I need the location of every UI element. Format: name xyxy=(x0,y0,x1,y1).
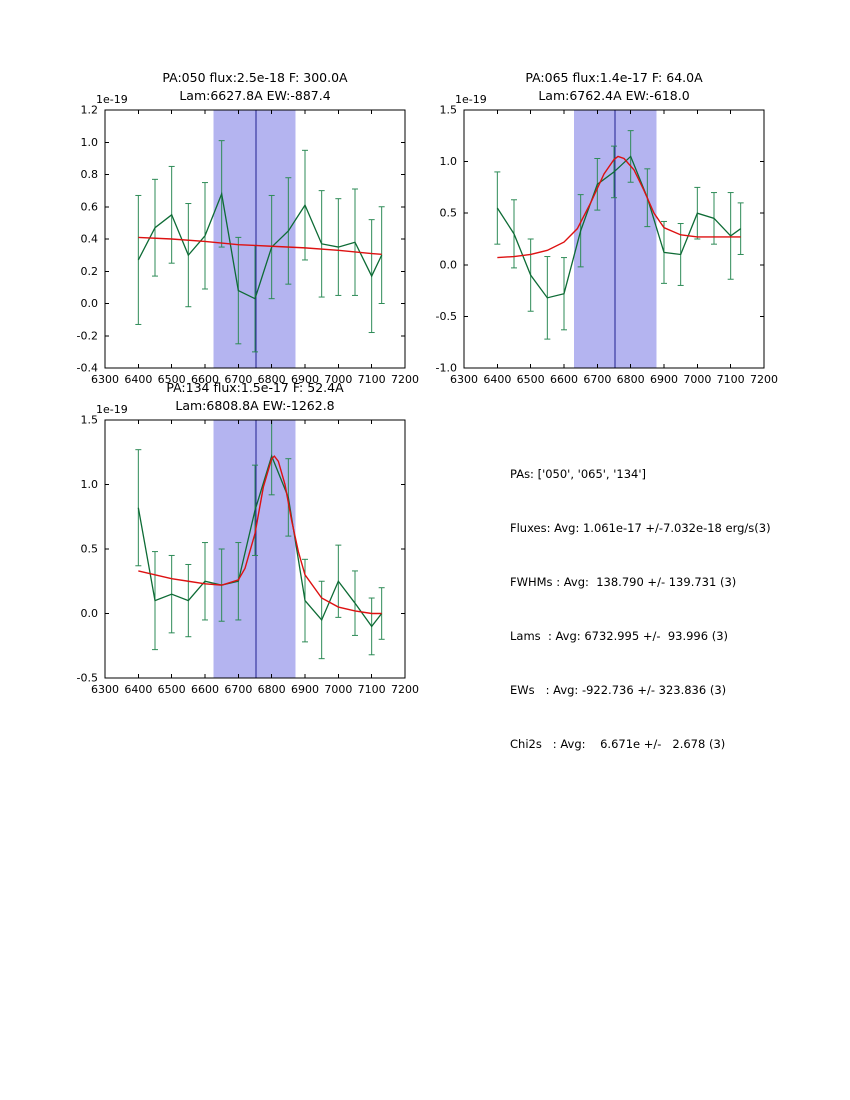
gaussian-fit-line xyxy=(138,236,382,256)
x-tick-label: 6600 xyxy=(191,373,219,386)
x-tick-label: 6600 xyxy=(550,373,578,386)
x-tick-label: 6700 xyxy=(224,683,252,696)
x-tick-label: 6900 xyxy=(650,373,678,386)
y-tick-label: 0.0 xyxy=(81,297,99,310)
x-tick-label: 6700 xyxy=(224,373,252,386)
y-axis-offset-label: 1e-19 xyxy=(455,93,487,106)
spectrum-plot-pa065: 6300 6400 6500 6600 6700 6800 6900 7000 7100 7200… xyxy=(436,70,778,386)
plot-title: PA:050 flux:2.5e-18 F: 300.0A xyxy=(162,70,348,85)
x-tick-label: 6300 xyxy=(91,683,119,696)
plot-title: PA:134 flux:1.5e-17 F: 52.4A xyxy=(166,380,344,395)
y-tick-label: 0.0 xyxy=(81,607,99,620)
axes-box xyxy=(463,109,765,369)
summary-chi2s: Chi2s : Avg: 6.671e +/- 2.678 (3) xyxy=(510,737,726,751)
y-tick-label: -0.2 xyxy=(77,329,98,342)
x-tick-label: 6800 xyxy=(617,373,645,386)
y-tick-label: -0.5 xyxy=(77,672,98,685)
x-tick-label: 6900 xyxy=(291,683,319,696)
y-tick-label: 1.0 xyxy=(440,155,458,168)
x-tick-label: 7100 xyxy=(358,683,386,696)
y-tick-label: 1.0 xyxy=(81,136,99,149)
x-tick-label: 7000 xyxy=(324,683,352,696)
y-tick-label: -0.4 xyxy=(77,362,98,375)
x-tick-label: 7200 xyxy=(391,683,419,696)
y-tick-label: 0.2 xyxy=(81,265,99,278)
gaussian-fit-line xyxy=(497,155,741,259)
x-tick-label: 6400 xyxy=(124,373,152,386)
plot-subtitle: Lam:6808.8A EW:-1262.8 xyxy=(175,398,334,413)
summary-fwhms: FWHMs : Avg: 138.790 +/- 139.731 (3) xyxy=(510,575,737,589)
x-tick-label: 6300 xyxy=(450,373,478,386)
x-tick-label: 6600 xyxy=(191,683,219,696)
y-tick-label: 0.5 xyxy=(81,543,99,556)
x-tick-label: 6300 xyxy=(91,373,119,386)
x-tick-label: 6500 xyxy=(158,683,186,696)
plot-title: PA:065 flux:1.4e-17 F: 64.0A xyxy=(525,70,703,85)
spectrum-data-line xyxy=(137,454,383,628)
spectrum-data-line xyxy=(137,191,383,300)
y-tick-label: -0.5 xyxy=(436,310,457,323)
y-axis-offset-label: 1e-19 xyxy=(96,93,128,106)
y-axis-offset-label: 1e-19 xyxy=(96,403,128,416)
y-tick-label: 0.5 xyxy=(440,207,458,220)
y-tick-label: 0.0 xyxy=(440,258,458,271)
x-tick-label: 7200 xyxy=(391,373,419,386)
x-tick-label: 6800 xyxy=(258,373,286,386)
spectrum-plot-pa050: 6300 6400 6500 6600 6700 6800 6900 7000 7100 7200… xyxy=(77,70,419,386)
x-tick-label: 7200 xyxy=(750,373,778,386)
y-tick-label: 1.0 xyxy=(81,478,99,491)
summary-ews: EWs : Avg: -922.736 +/- 323.836 (3) xyxy=(510,683,727,697)
gaussian-fit-line xyxy=(138,455,382,615)
x-tick-label: 6500 xyxy=(517,373,545,386)
x-tick-label: 6900 xyxy=(291,373,319,386)
spectrum-data-line xyxy=(496,155,742,299)
x-tick-label: 6700 xyxy=(583,373,611,386)
y-tick-label: 0.8 xyxy=(81,168,99,181)
plot-subtitle: Lam:6627.8A EW:-887.4 xyxy=(179,88,330,103)
summary-lams: Lams : Avg: 6732.995 +/- 93.996 (3) xyxy=(510,629,729,643)
x-tick-label: 6400 xyxy=(124,683,152,696)
summary-pas: PAs: ['050', '065', '134'] xyxy=(510,467,647,481)
y-tick-label: -1.0 xyxy=(436,362,457,375)
x-tick-label: 7000 xyxy=(324,373,352,386)
y-tick-label: 1.2 xyxy=(81,104,99,117)
y-tick-label: 1.5 xyxy=(81,414,99,427)
spectrum-plot-pa134: 6300 6400 6500 6600 6700 6800 6900 7000 7100 7200… xyxy=(77,380,419,696)
x-tick-label: 6800 xyxy=(258,683,286,696)
x-tick-label: 6400 xyxy=(483,373,511,386)
x-tick-label: 7100 xyxy=(717,373,745,386)
x-tick-label: 7100 xyxy=(358,373,386,386)
y-tick-label: 1.5 xyxy=(440,104,458,117)
fit-summary: PAs: ['050', '065', '134'] Fluxes: Avg: … xyxy=(510,433,771,785)
y-tick-label: 0.6 xyxy=(81,200,99,213)
y-tick-label: 0.4 xyxy=(81,233,99,246)
x-tick-label: 7000 xyxy=(683,373,711,386)
x-tick-label: 6500 xyxy=(158,373,186,386)
summary-fluxes: Fluxes: Avg: 1.061e-17 +/-7.032e-18 erg/… xyxy=(510,521,771,535)
plot-subtitle: Lam:6762.4A EW:-618.0 xyxy=(538,88,689,103)
